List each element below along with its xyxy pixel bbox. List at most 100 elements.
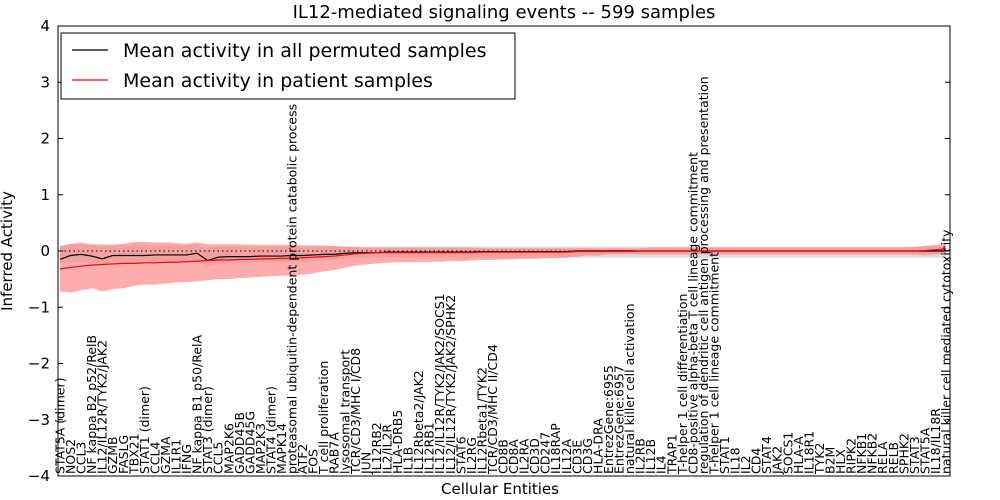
y-tick-label: 1 bbox=[40, 186, 50, 204]
x-tick-label: STAT3 bbox=[907, 436, 922, 474]
x-tick-label: MAP2K6 bbox=[221, 423, 236, 474]
x-tick-label: TCR/CD3/MHC I/CD8 bbox=[348, 348, 363, 475]
x-tick-label: RIPK2 bbox=[844, 438, 859, 474]
x-tick-label: IL2/IL2R bbox=[379, 424, 394, 474]
x-tick-label: STAT6 bbox=[453, 436, 468, 474]
x-tick-label: TRAP1 bbox=[664, 434, 679, 475]
x-tick-label: IL12B bbox=[643, 439, 658, 474]
x-tick-label: IL12Rbeta2/JAK2 bbox=[411, 370, 426, 474]
x-tick-label: IL12Rbeta1/TYK2 bbox=[474, 367, 489, 474]
x-tick-label: RELB bbox=[886, 442, 901, 474]
x-tick-label: EntrezGene:6955 bbox=[601, 365, 616, 474]
plot-frame bbox=[57, 25, 951, 477]
x-tick-label: T-helper 1 cell differentiation bbox=[675, 294, 690, 475]
x-tick-label: FASLG bbox=[116, 435, 131, 474]
x-tick-label: HLA-DRB5 bbox=[390, 410, 405, 474]
x-tick-label: IL12RB2 bbox=[369, 422, 384, 474]
x-tick-label: STAT4 bbox=[759, 436, 774, 474]
legend-label-patient: Mean activity in patient samples bbox=[123, 70, 433, 92]
y-axis-ticks: −4 −3 −2 −1 0 1 2 3 4 bbox=[28, 17, 950, 485]
x-tick-label: SOCS1 bbox=[780, 432, 795, 474]
y-tick-label: 0 bbox=[40, 242, 50, 260]
x-tick-label: IL18RAP bbox=[548, 423, 563, 474]
x-tick-label: proteasomal ubiquitin-dependent protein … bbox=[285, 104, 300, 474]
x-tick-label: SPHK2 bbox=[896, 433, 911, 474]
x-tick-label: STAT5A (dimer) bbox=[53, 378, 68, 474]
x-tick-label: TCR/CD3/MHC II/CD4 bbox=[485, 344, 500, 475]
x-tick-label: CD247 bbox=[538, 432, 553, 474]
y-tick-label: −3 bbox=[28, 411, 50, 429]
x-tick-label: B2M bbox=[822, 447, 837, 474]
y-tick-label: 3 bbox=[40, 73, 50, 91]
x-tick-label: RELA bbox=[875, 441, 890, 474]
x-tick-label: IL12/IL12R/TYK2/JAK2 bbox=[95, 340, 110, 474]
x-tick-label: STAT1 (dimer) bbox=[137, 386, 152, 474]
x-tick-label: JUN bbox=[358, 452, 373, 475]
x-tick-label: IL2RB bbox=[633, 438, 648, 474]
x-tick-label: HLX bbox=[833, 449, 848, 474]
x-tick-label: STAT3 (dimer) bbox=[200, 386, 215, 474]
x-tick-label: IL18 bbox=[728, 447, 743, 474]
x-tick-label: T-helper 1 cell lineage commitment bbox=[706, 252, 721, 475]
y-tick-label: 4 bbox=[40, 17, 50, 35]
x-tick-label: STAT1 bbox=[717, 436, 732, 474]
legend-label-permuted: Mean activity in all permuted samples bbox=[123, 40, 486, 62]
x-tick-label: natural killer cell mediated cytotoxicit… bbox=[939, 229, 954, 474]
x-tick-label: GZMB bbox=[105, 436, 120, 474]
legend-box bbox=[60, 32, 516, 100]
x-tick-label: CD3D bbox=[527, 438, 542, 474]
patient-band bbox=[60, 242, 946, 293]
y-tick-label: 2 bbox=[40, 130, 50, 148]
x-tick-label: RAB7A bbox=[327, 432, 342, 474]
x-tick-label: IL12/IL12R/TYK2/JAK2/SPHK2 bbox=[443, 295, 458, 474]
x-tick-label: NF kappa B2 p52/RelB bbox=[84, 335, 99, 474]
x-tick-label: CD3G bbox=[580, 438, 595, 474]
x-tick-label: MAPK14 bbox=[274, 423, 289, 474]
x-tick-label: HLA-A bbox=[791, 436, 806, 474]
series-lines bbox=[59, 248, 947, 270]
x-tick-label: CCL5 bbox=[211, 442, 226, 474]
x-tick-label: IL2RA bbox=[517, 438, 532, 474]
x-tick-label: T cell proliferation bbox=[316, 361, 331, 475]
x-tick-label: NFKB1 bbox=[854, 433, 869, 474]
x-axis-title: Cellular Entities bbox=[441, 480, 559, 498]
y-axis-title: Inferred Activity bbox=[0, 191, 16, 311]
x-tick-label: lysosomal transport bbox=[337, 350, 352, 474]
x-tick-label: IL2RG bbox=[464, 437, 479, 474]
x-tick-label: GZMA bbox=[158, 436, 173, 474]
x-tick-label: NOS2 bbox=[63, 439, 78, 474]
x-tick-label: HLA-DRA bbox=[590, 418, 605, 474]
x-tick-label: MAP2K3 bbox=[253, 423, 268, 474]
legend: Mean activity in all permuted samples Me… bbox=[60, 32, 516, 100]
x-tick-label: IL1B bbox=[401, 447, 416, 474]
x-tick-label: IL1R1 bbox=[169, 439, 184, 474]
x-tick-label: ATF2 bbox=[295, 444, 310, 474]
y-tick-label: −2 bbox=[28, 355, 50, 373]
x-tick-label: regulation of dendritic cell antigen pro… bbox=[696, 76, 711, 474]
confidence-bands bbox=[60, 242, 946, 293]
x-tick-label: FOS bbox=[306, 449, 321, 474]
x-tick-label: IL12RB1 bbox=[422, 422, 437, 474]
x-tick-label: CD3E bbox=[569, 440, 584, 474]
x-tick-label: EntrezGene:6957 bbox=[612, 365, 627, 474]
x-tick-label: IL2 bbox=[738, 455, 753, 474]
x-tick-label: IL12A bbox=[559, 438, 574, 474]
x-tick-label: TYK2 bbox=[812, 443, 827, 475]
y-tick-label: −4 bbox=[28, 467, 50, 485]
x-tick-label: IL12/IL12R/TYK2/JAK2/SOCS1 bbox=[432, 293, 447, 474]
x-tick-label: JAK2 bbox=[770, 446, 785, 475]
x-tick-label: IFNG bbox=[179, 444, 194, 474]
x-tick-label: natural killer cell activation bbox=[622, 303, 637, 474]
x-tick-label: STAT4 (dimer) bbox=[263, 386, 278, 474]
x-tick-label: CD8B bbox=[496, 439, 511, 474]
x-tick-label: STAT5A bbox=[917, 427, 932, 474]
x-tick-label: CCL4 bbox=[147, 442, 162, 474]
y-tick-label: −1 bbox=[28, 298, 50, 316]
x-tick-label: CCL3 bbox=[74, 442, 89, 474]
x-tick-label: IL4 bbox=[654, 455, 669, 474]
x-tick-label: CD4 bbox=[749, 448, 764, 474]
x-tick-label: CD8A bbox=[506, 439, 521, 474]
chart-title: IL12-mediated signaling events -- 599 sa… bbox=[293, 2, 716, 23]
x-tick-label: IL18R1 bbox=[801, 431, 816, 474]
